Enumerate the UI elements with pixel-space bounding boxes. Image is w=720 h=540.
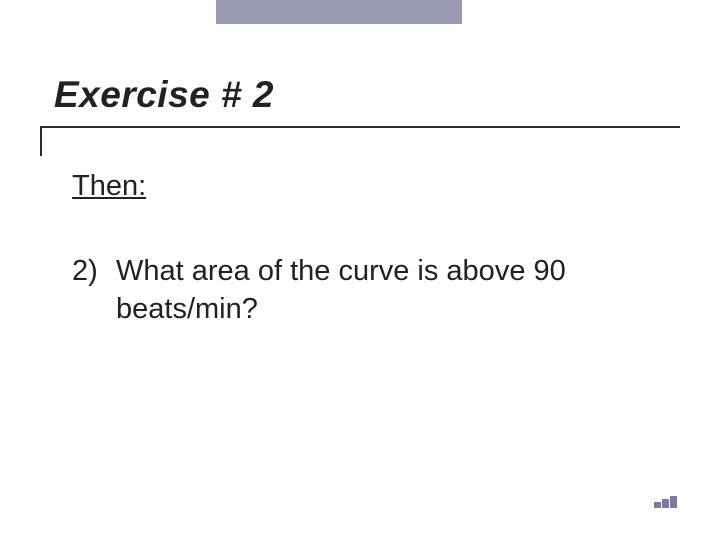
title-underline [40, 126, 680, 128]
slide-title: Exercise # 2 [54, 74, 666, 116]
slide-body: Exercise # 2 Then: 2)What area of the cu… [0, 0, 720, 540]
title-corner-notch [40, 126, 42, 156]
footer-accent-icon [654, 496, 678, 508]
question-number: 2) [72, 252, 116, 290]
title-wrap: Exercise # 2 [54, 74, 666, 116]
question-line-2: beats/min? [72, 290, 656, 328]
top-accent-bar [216, 0, 462, 24]
question-text: 2)What area of the curve is above 90 bea… [72, 252, 656, 329]
question-line-1: What area of the curve is above 90 [116, 255, 566, 287]
subheading: Then: [72, 170, 146, 203]
